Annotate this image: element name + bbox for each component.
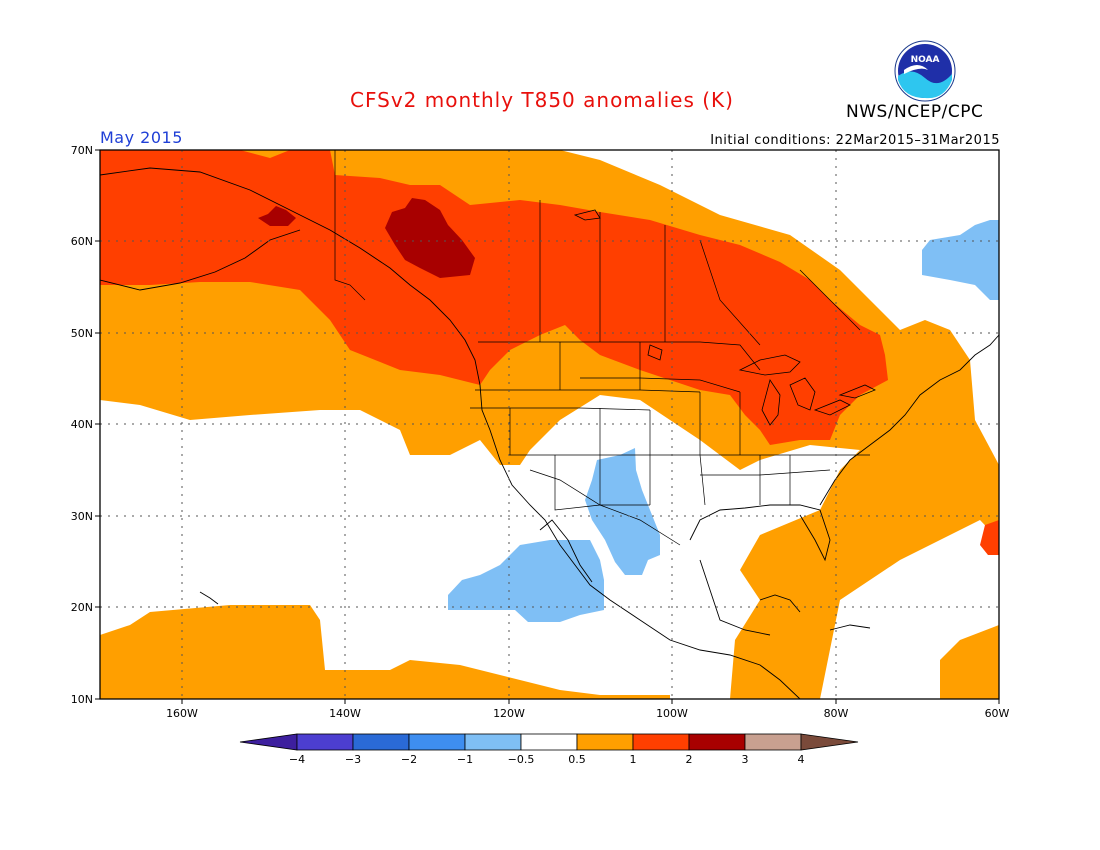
- colorbar-swatch: [296, 733, 354, 751]
- logo-text: NOAA: [911, 55, 940, 65]
- lat-label: 50N: [71, 327, 93, 340]
- anomaly-region-darkred-alaska: [258, 206, 296, 226]
- initial-conditions-label: Initial conditions: 22Mar2015–31Mar2015: [710, 133, 1000, 148]
- colorbar-swatch: [576, 733, 634, 751]
- colorbar-label: 1: [630, 753, 637, 766]
- colorbar-label: −0.5: [508, 753, 535, 766]
- lon-label: 60W: [985, 707, 1010, 720]
- anomaly-region-blue-southwest: [585, 448, 660, 575]
- lat-label: 30N: [71, 510, 93, 523]
- lon-label: 100W: [656, 707, 688, 720]
- colorbar-label: −3: [345, 753, 361, 766]
- colorbar-swatch: [352, 733, 410, 751]
- valid-month-label: May 2015: [100, 128, 183, 147]
- colorbar-swatch: [239, 733, 298, 751]
- colorbar-swatch: [744, 733, 802, 751]
- colorbar: [239, 733, 859, 751]
- lon-label: 160W: [166, 707, 198, 720]
- colorbar-swatch: [688, 733, 746, 751]
- noaa-logo-icon: NOAA: [894, 40, 956, 102]
- anomaly-region-blue-labrador: [922, 220, 999, 300]
- lat-label: 10N: [71, 693, 93, 706]
- colorbar-label: 0.5: [568, 753, 586, 766]
- colorbar-swatch: [632, 733, 690, 751]
- colorbar-label: −2: [401, 753, 417, 766]
- anomaly-region-darkred-yukon: [385, 198, 475, 278]
- borders: [334, 150, 870, 546]
- graticule: [100, 150, 999, 699]
- colorbar-label: 2: [686, 753, 693, 766]
- colorbar-swatch: [408, 733, 466, 751]
- colorbar-label: −1: [457, 753, 473, 766]
- lon-label: 140W: [329, 707, 361, 720]
- anomaly-region-red: [100, 150, 888, 445]
- anomaly-region-orange-pacific: [100, 605, 670, 699]
- map-title: CFSv2 monthly T850 anomalies (K): [350, 88, 734, 112]
- lat-label: 60N: [71, 235, 93, 248]
- colorbar-swatch: [464, 733, 522, 751]
- colorbar-swatch: [800, 733, 859, 751]
- anomaly-region-red-atlantic: [980, 520, 999, 555]
- colorbar-label: −4: [289, 753, 305, 766]
- lon-label: 80W: [824, 707, 849, 720]
- colorbar-label: 4: [798, 753, 805, 766]
- lon-label: 120W: [493, 707, 525, 720]
- agency-label: NWS/NCEP/CPC: [846, 102, 984, 122]
- colorbar-label: 3: [742, 753, 749, 766]
- axis-ticks: [95, 149, 1000, 704]
- lat-label: 70N: [71, 144, 93, 157]
- lat-label: 40N: [71, 418, 93, 431]
- coastlines: [100, 167, 999, 699]
- colorbar-swatch: [520, 733, 578, 751]
- lat-label: 20N: [71, 601, 93, 614]
- anomaly-field: [100, 150, 999, 699]
- anomaly-region-blue-pacific: [448, 540, 604, 622]
